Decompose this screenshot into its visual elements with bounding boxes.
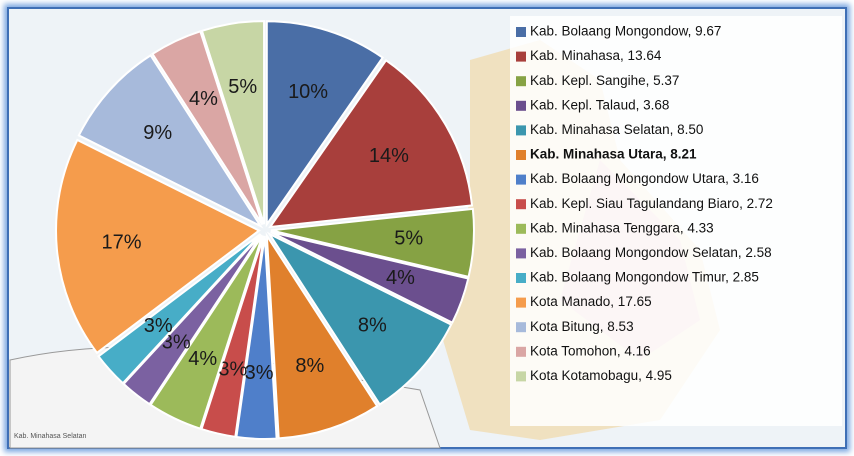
- data-label: 5%: [394, 227, 423, 249]
- legend-swatch: [516, 346, 526, 357]
- legend-label: Kota Kotamobagu, 4.95: [530, 368, 672, 383]
- legend-swatch: [516, 223, 526, 234]
- data-label: 10%: [288, 81, 328, 103]
- legend-label: Kab. Kepl. Talaud, 3.68: [530, 97, 669, 112]
- legend-label: Kab. Kepl. Siau Tagulandang Biaro, 2.72: [530, 196, 773, 211]
- legend-swatch: [516, 371, 526, 382]
- pie-slice: [77, 53, 264, 229]
- legend-label: Kab. Bolaang Mongondow Timur, 2.85: [530, 270, 759, 285]
- legend-label: Kab. Kepl. Sangihe, 5.37: [530, 73, 679, 88]
- data-label: 3%: [162, 332, 191, 354]
- pie-slice: [270, 207, 475, 279]
- legend-box: [510, 16, 842, 426]
- data-label: 3%: [218, 359, 247, 381]
- data-label: 3%: [144, 315, 173, 337]
- pie-slice: [200, 20, 266, 225]
- legend-swatch: [516, 297, 526, 308]
- legend-swatch: [516, 76, 526, 87]
- map-label: Kab. Minahasa Selatan: [14, 433, 86, 440]
- legend-swatch: [516, 27, 526, 37]
- legend-label: Kab. Bolaang Mongondow Selatan, 2.58: [530, 245, 772, 260]
- legend-swatch: [516, 174, 526, 185]
- data-label: 4%: [188, 348, 217, 370]
- data-label: 9%: [143, 122, 172, 144]
- pie-slice: [268, 58, 474, 229]
- data-label: 5%: [228, 76, 257, 98]
- pie-slice: [55, 138, 261, 355]
- pie-slice: [97, 233, 262, 385]
- data-label: 14%: [369, 145, 409, 167]
- legend-label: Kab. Bolaang Mongondow, 9.67: [530, 24, 721, 39]
- legend-swatch: [516, 100, 526, 111]
- data-label: 17%: [102, 232, 142, 254]
- legend-label: Kab. Minahasa Selatan, 8.50: [530, 122, 703, 137]
- legend-swatch: [516, 273, 526, 283]
- legend-swatch: [516, 51, 526, 62]
- pie-slice: [151, 30, 264, 226]
- legend-swatch: [516, 125, 526, 136]
- legend-label: Kota Tomohon, 4.16: [530, 343, 651, 358]
- legend-swatch: [516, 199, 526, 210]
- legend-label: Kota Manado, 17.65: [530, 294, 652, 309]
- legend-label: Kab. Minahasa Utara, 8.21: [530, 147, 697, 162]
- legend-swatch: [516, 150, 526, 160]
- pie-slice: [265, 20, 385, 228]
- pie-slice: [235, 235, 278, 440]
- legend-label: Kab. Bolaang Mongondow Utara, 3.16: [530, 171, 759, 186]
- data-label: 4%: [386, 267, 415, 289]
- pie: 10%14%5%4%8%8%3%3%4%3%3%17%9%4%5%: [55, 20, 475, 440]
- legend: Kab. Bolaang Mongondow, 9.67 Kab. Minahas…: [516, 24, 773, 383]
- pie-slice: [266, 231, 453, 406]
- legend-swatch: [516, 248, 526, 259]
- legend-label: Kab. Minahasa Tenggara, 4.33: [530, 220, 714, 235]
- data-label: 8%: [295, 355, 324, 377]
- legend-label: Kab. Minahasa, 13.64: [530, 48, 662, 63]
- pie-slice: [122, 234, 263, 406]
- data-label: 8%: [358, 314, 387, 336]
- data-label: 3%: [245, 362, 274, 384]
- data-label: 4%: [189, 88, 218, 110]
- legend-swatch: [516, 322, 526, 333]
- pie-slice: [200, 235, 265, 438]
- pie-slice: [149, 234, 264, 430]
- legend-label: Kota Bitung, 8.53: [530, 319, 634, 334]
- pie-slice: [265, 231, 379, 440]
- pie-slice: [270, 231, 470, 324]
